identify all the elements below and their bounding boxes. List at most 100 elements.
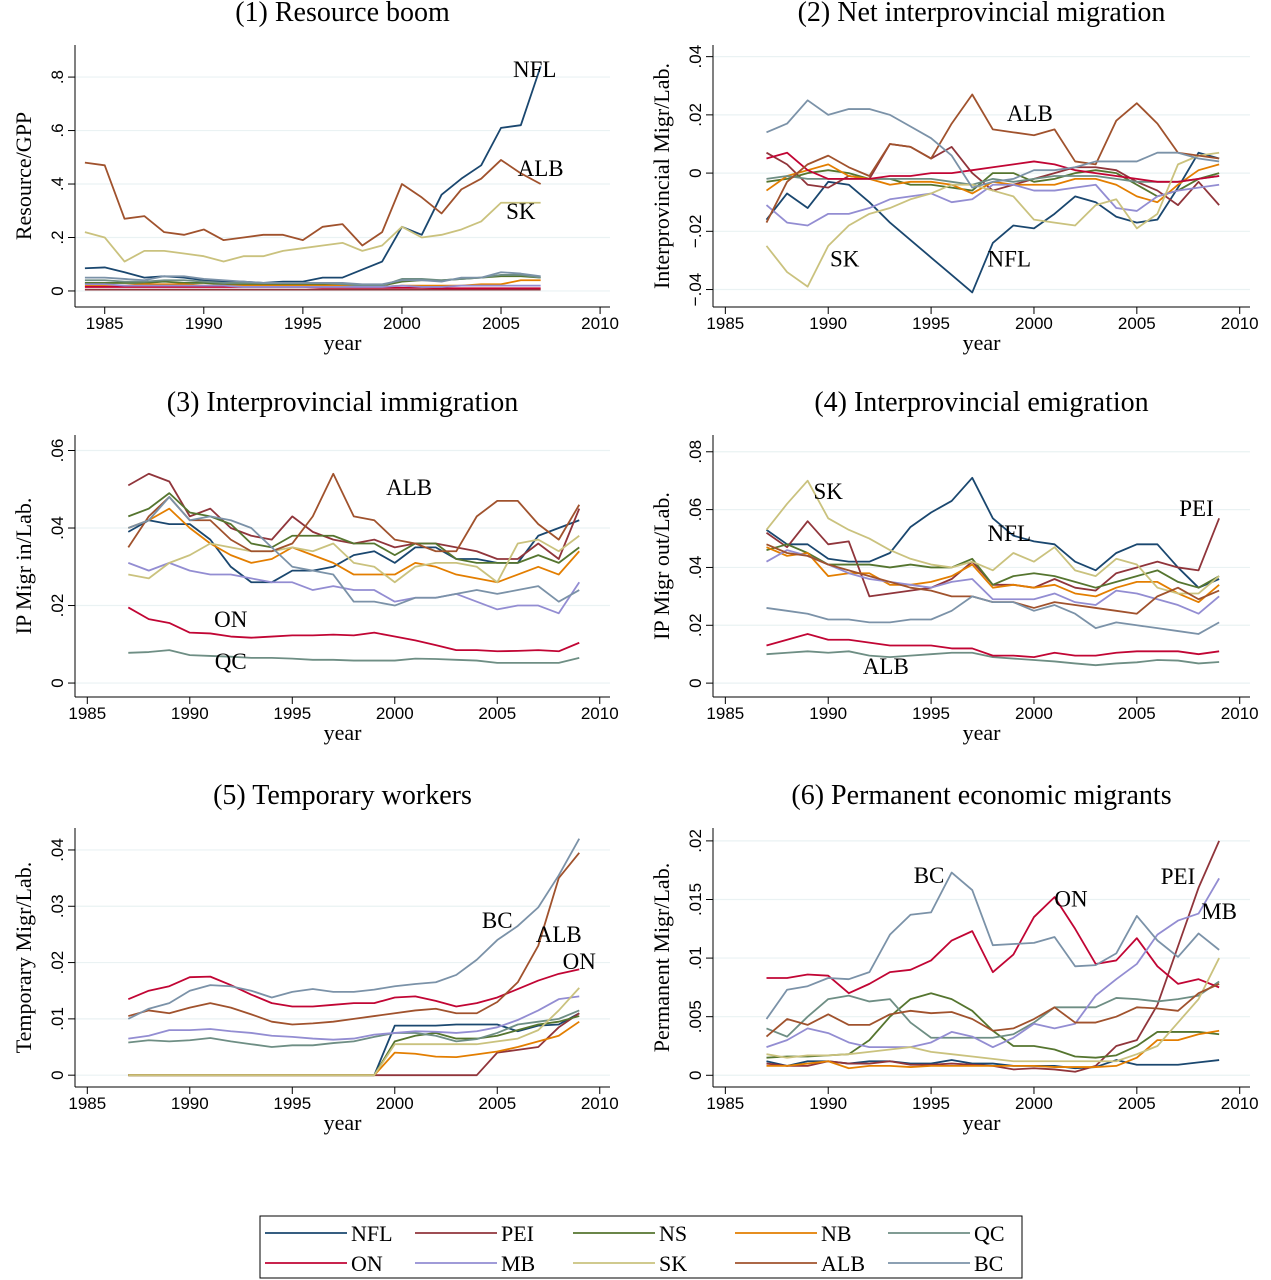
series-line (84, 271, 541, 286)
x-tick-label: 2000 (383, 314, 421, 333)
x-tick-label: 2005 (1118, 1094, 1156, 1113)
x-tick-label: 2010 (581, 314, 619, 333)
series-line (766, 896, 1220, 995)
y-tick-label: .03 (48, 894, 67, 918)
y-tick-label: .04 (686, 556, 705, 580)
y-tick-label: .02 (686, 613, 705, 637)
chart-title: (3) Interprovincial immigration (167, 387, 518, 418)
series-line (765, 93, 1220, 223)
annotation: ALB (536, 922, 582, 947)
annotation: ON (1054, 886, 1088, 911)
x-axis-title: year (324, 720, 363, 745)
series-line (766, 980, 1220, 1039)
x-tick-label: 1995 (284, 314, 322, 333)
y-tick-label: 0 (48, 286, 67, 295)
x-tick-label: 1985 (706, 704, 744, 723)
series-line (128, 987, 580, 1077)
legend-label: NS (659, 1221, 687, 1246)
y-tick-label: .02 (686, 103, 705, 127)
x-tick-label: 1985 (706, 1094, 744, 1113)
x-tick-label: 1985 (86, 314, 124, 333)
series-line (766, 633, 1220, 658)
y-tick-label: 0 (686, 678, 705, 687)
legend-label: ALB (821, 1251, 865, 1276)
legend-label: PEI (501, 1221, 534, 1246)
x-tick-label: 2000 (1015, 314, 1053, 333)
series-line (765, 151, 1220, 294)
y-tick-label: 0 (48, 1070, 67, 1079)
annotation: SK (814, 479, 844, 504)
x-tick-label: 2010 (1221, 314, 1259, 333)
annotation: ON (563, 949, 597, 974)
series-line (766, 99, 1220, 189)
series-line (84, 201, 541, 263)
series-line (127, 507, 580, 584)
x-tick-label: 1985 (706, 314, 744, 333)
legend-label: NB (821, 1221, 852, 1246)
x-tick-label: 1990 (185, 314, 223, 333)
x-tick-label: 1990 (171, 704, 209, 723)
y-tick-label: .04 (48, 516, 67, 540)
y-tick-label: .6 (48, 123, 67, 137)
y-axis-title: Temporary Migr/Lab. (11, 862, 36, 1054)
y-tick-label: .06 (686, 498, 705, 522)
annotation: NFL (513, 57, 556, 82)
series-line (765, 479, 1220, 595)
y-tick-label: .02 (48, 951, 67, 975)
y-tick-label: 0 (686, 168, 705, 177)
series-line (765, 151, 1220, 288)
x-tick-label: 1995 (273, 704, 311, 723)
x-axis-title: year (963, 1110, 1002, 1135)
series-line (127, 492, 580, 564)
series-line (766, 549, 1220, 615)
series-line (127, 838, 581, 1020)
y-tick-label: .005 (686, 1000, 705, 1033)
legend-label: ON (351, 1251, 383, 1276)
legend-label: MB (501, 1251, 535, 1276)
series-line (128, 1009, 580, 1048)
y-axis-title: Interprovincial Migr/Lab. (649, 63, 674, 289)
y-tick-label: .04 (686, 45, 705, 69)
series-line (766, 957, 1220, 1063)
y-tick-label: .06 (48, 439, 67, 463)
series-line (765, 871, 1220, 1020)
series-line (128, 995, 580, 1041)
x-tick-label: 2010 (1221, 1094, 1259, 1113)
legend-label: SK (659, 1251, 687, 1276)
series-line (766, 151, 1220, 183)
y-tick-label: −.02 (686, 215, 705, 249)
chart-title: (1) Resource boom (235, 0, 450, 28)
series-line (127, 606, 580, 653)
x-axis-title: year (324, 1110, 363, 1135)
x-tick-label: 2005 (1118, 704, 1156, 723)
annotation: SK (506, 199, 536, 224)
x-tick-label: 1995 (273, 1094, 311, 1113)
series-line (84, 283, 541, 288)
x-tick-label: 2010 (581, 704, 619, 723)
series-line (766, 877, 1220, 1049)
x-axis-title: year (963, 330, 1002, 355)
x-tick-label: 1990 (809, 314, 847, 333)
series-line (128, 535, 580, 584)
y-tick-label: .04 (48, 838, 67, 862)
x-tick-label: 1990 (171, 1094, 209, 1113)
series-line (766, 650, 1220, 667)
y-tick-label: .01 (686, 946, 705, 970)
y-axis-title: IP Migr in/Lab. (11, 498, 36, 635)
y-tick-label: .4 (48, 177, 67, 191)
x-tick-label: 1995 (912, 704, 950, 723)
y-axis-title: Resource/GPP (11, 112, 36, 240)
x-tick-label: 2000 (376, 704, 414, 723)
x-tick-label: 2005 (1118, 314, 1156, 333)
x-axis-title: year (963, 720, 1002, 745)
x-tick-label: 2000 (1015, 704, 1053, 723)
y-tick-label: .2 (48, 230, 67, 244)
annotation: ON (214, 607, 248, 632)
x-axis-title: year (324, 330, 363, 355)
annotation: SK (830, 246, 860, 271)
annotation: ALB (386, 475, 432, 500)
annotation: PEI (1161, 864, 1196, 889)
